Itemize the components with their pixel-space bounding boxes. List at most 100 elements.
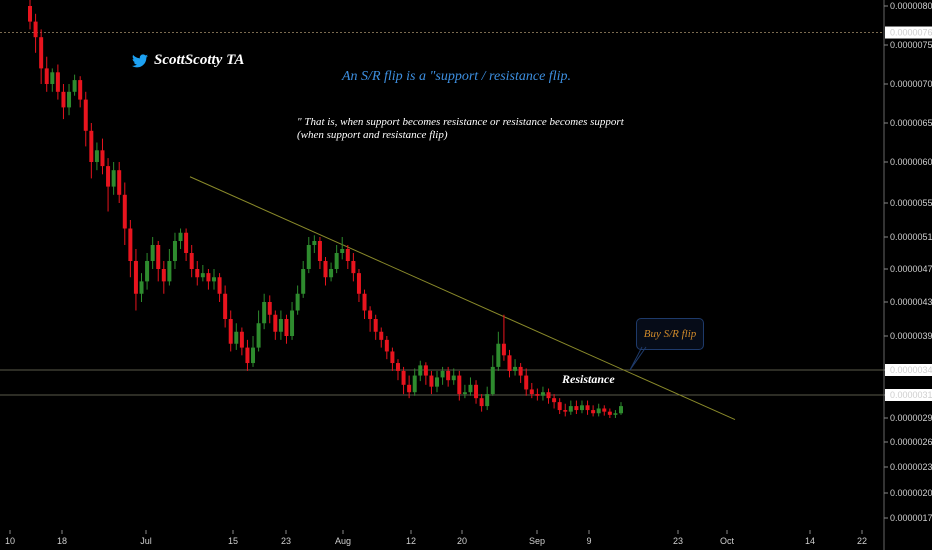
candle-body bbox=[290, 310, 295, 336]
candle-body bbox=[223, 293, 228, 319]
candle bbox=[145, 253, 150, 290]
candle bbox=[223, 285, 228, 328]
candle-body bbox=[28, 6, 32, 22]
candle bbox=[239, 327, 244, 356]
candle-body bbox=[451, 375, 456, 381]
candle-body bbox=[524, 375, 529, 390]
candle-body bbox=[479, 398, 484, 407]
candle bbox=[379, 327, 384, 348]
candle bbox=[178, 228, 183, 249]
candle bbox=[312, 235, 317, 253]
candle bbox=[55, 64, 60, 100]
candle-body bbox=[613, 413, 618, 415]
candle-body bbox=[384, 339, 389, 352]
candle bbox=[490, 355, 495, 396]
price-highlight-box bbox=[885, 26, 932, 39]
time-tick-label: 15 bbox=[228, 536, 238, 546]
candle-body bbox=[78, 80, 83, 100]
candle-body bbox=[468, 384, 473, 393]
candle-body bbox=[379, 331, 384, 340]
candle-body bbox=[106, 166, 111, 187]
time-tick-label: Oct bbox=[720, 536, 735, 546]
candle-body bbox=[239, 331, 244, 348]
price-tick-label: 0.00000319 bbox=[890, 390, 932, 400]
candle-body bbox=[262, 302, 267, 324]
candle-body bbox=[607, 411, 612, 415]
candle-body bbox=[418, 365, 423, 376]
time-axis[interactable]: 10 18 Jul 15 23 Aug 12 20 Sep 9 23 Oct 14 22 bbox=[5, 530, 867, 546]
candle-body bbox=[490, 366, 495, 395]
candle-body bbox=[474, 384, 479, 399]
candle bbox=[496, 331, 501, 371]
candle-body bbox=[195, 269, 200, 278]
candle-body bbox=[111, 170, 116, 187]
time-tick-label: 12 bbox=[406, 536, 416, 546]
candle-body bbox=[563, 410, 568, 412]
candle-body bbox=[485, 394, 490, 407]
candle bbox=[451, 368, 456, 385]
candle-body bbox=[89, 130, 94, 162]
brand-name: ScottScotty TA bbox=[154, 52, 245, 68]
candle-body bbox=[457, 375, 462, 395]
candle-body bbox=[423, 365, 428, 376]
candle bbox=[329, 262, 334, 282]
candle bbox=[390, 347, 395, 371]
candle-body bbox=[206, 273, 211, 282]
candle-body bbox=[234, 331, 239, 344]
candle-body bbox=[267, 302, 272, 315]
candle bbox=[468, 377, 473, 396]
candle bbox=[501, 314, 506, 361]
candle bbox=[251, 336, 256, 367]
candle-body bbox=[256, 323, 261, 348]
note-line-1: " That is, when support becomes resistan… bbox=[297, 116, 624, 128]
candle bbox=[563, 403, 568, 417]
candle-body bbox=[72, 80, 77, 92]
candle bbox=[513, 359, 518, 376]
candle-body bbox=[273, 314, 278, 332]
candle bbox=[585, 400, 590, 415]
candle-body bbox=[401, 370, 406, 385]
candle bbox=[317, 237, 322, 269]
candle bbox=[479, 394, 484, 412]
candle bbox=[574, 400, 579, 415]
candle-body bbox=[462, 392, 467, 395]
candle-body bbox=[301, 269, 306, 294]
candle-body bbox=[200, 273, 205, 278]
candle-body bbox=[61, 91, 66, 108]
candle-body bbox=[591, 410, 596, 414]
candle-body bbox=[122, 194, 127, 229]
candle bbox=[122, 182, 127, 245]
candle-body bbox=[211, 277, 216, 282]
candle bbox=[217, 273, 222, 302]
time-tick-label: Aug bbox=[335, 536, 351, 546]
candle bbox=[211, 269, 216, 290]
candle-body bbox=[133, 261, 138, 294]
time-tick-label: 23 bbox=[281, 536, 291, 546]
candle-body bbox=[535, 394, 540, 396]
candle-body bbox=[340, 249, 345, 253]
candle-body bbox=[83, 99, 88, 131]
candle-body bbox=[334, 253, 339, 269]
candle-body bbox=[496, 343, 501, 367]
candle bbox=[245, 339, 250, 371]
candle bbox=[524, 368, 529, 396]
candle-body bbox=[245, 347, 250, 364]
time-tick-label: 22 bbox=[857, 536, 867, 546]
horizontal-levels bbox=[0, 32, 884, 396]
candle bbox=[540, 386, 545, 401]
candle-body bbox=[317, 241, 322, 261]
candle-body bbox=[184, 232, 189, 253]
candle bbox=[278, 310, 283, 340]
candle-body bbox=[596, 408, 601, 414]
candle-body bbox=[145, 261, 150, 282]
candle bbox=[412, 368, 417, 396]
